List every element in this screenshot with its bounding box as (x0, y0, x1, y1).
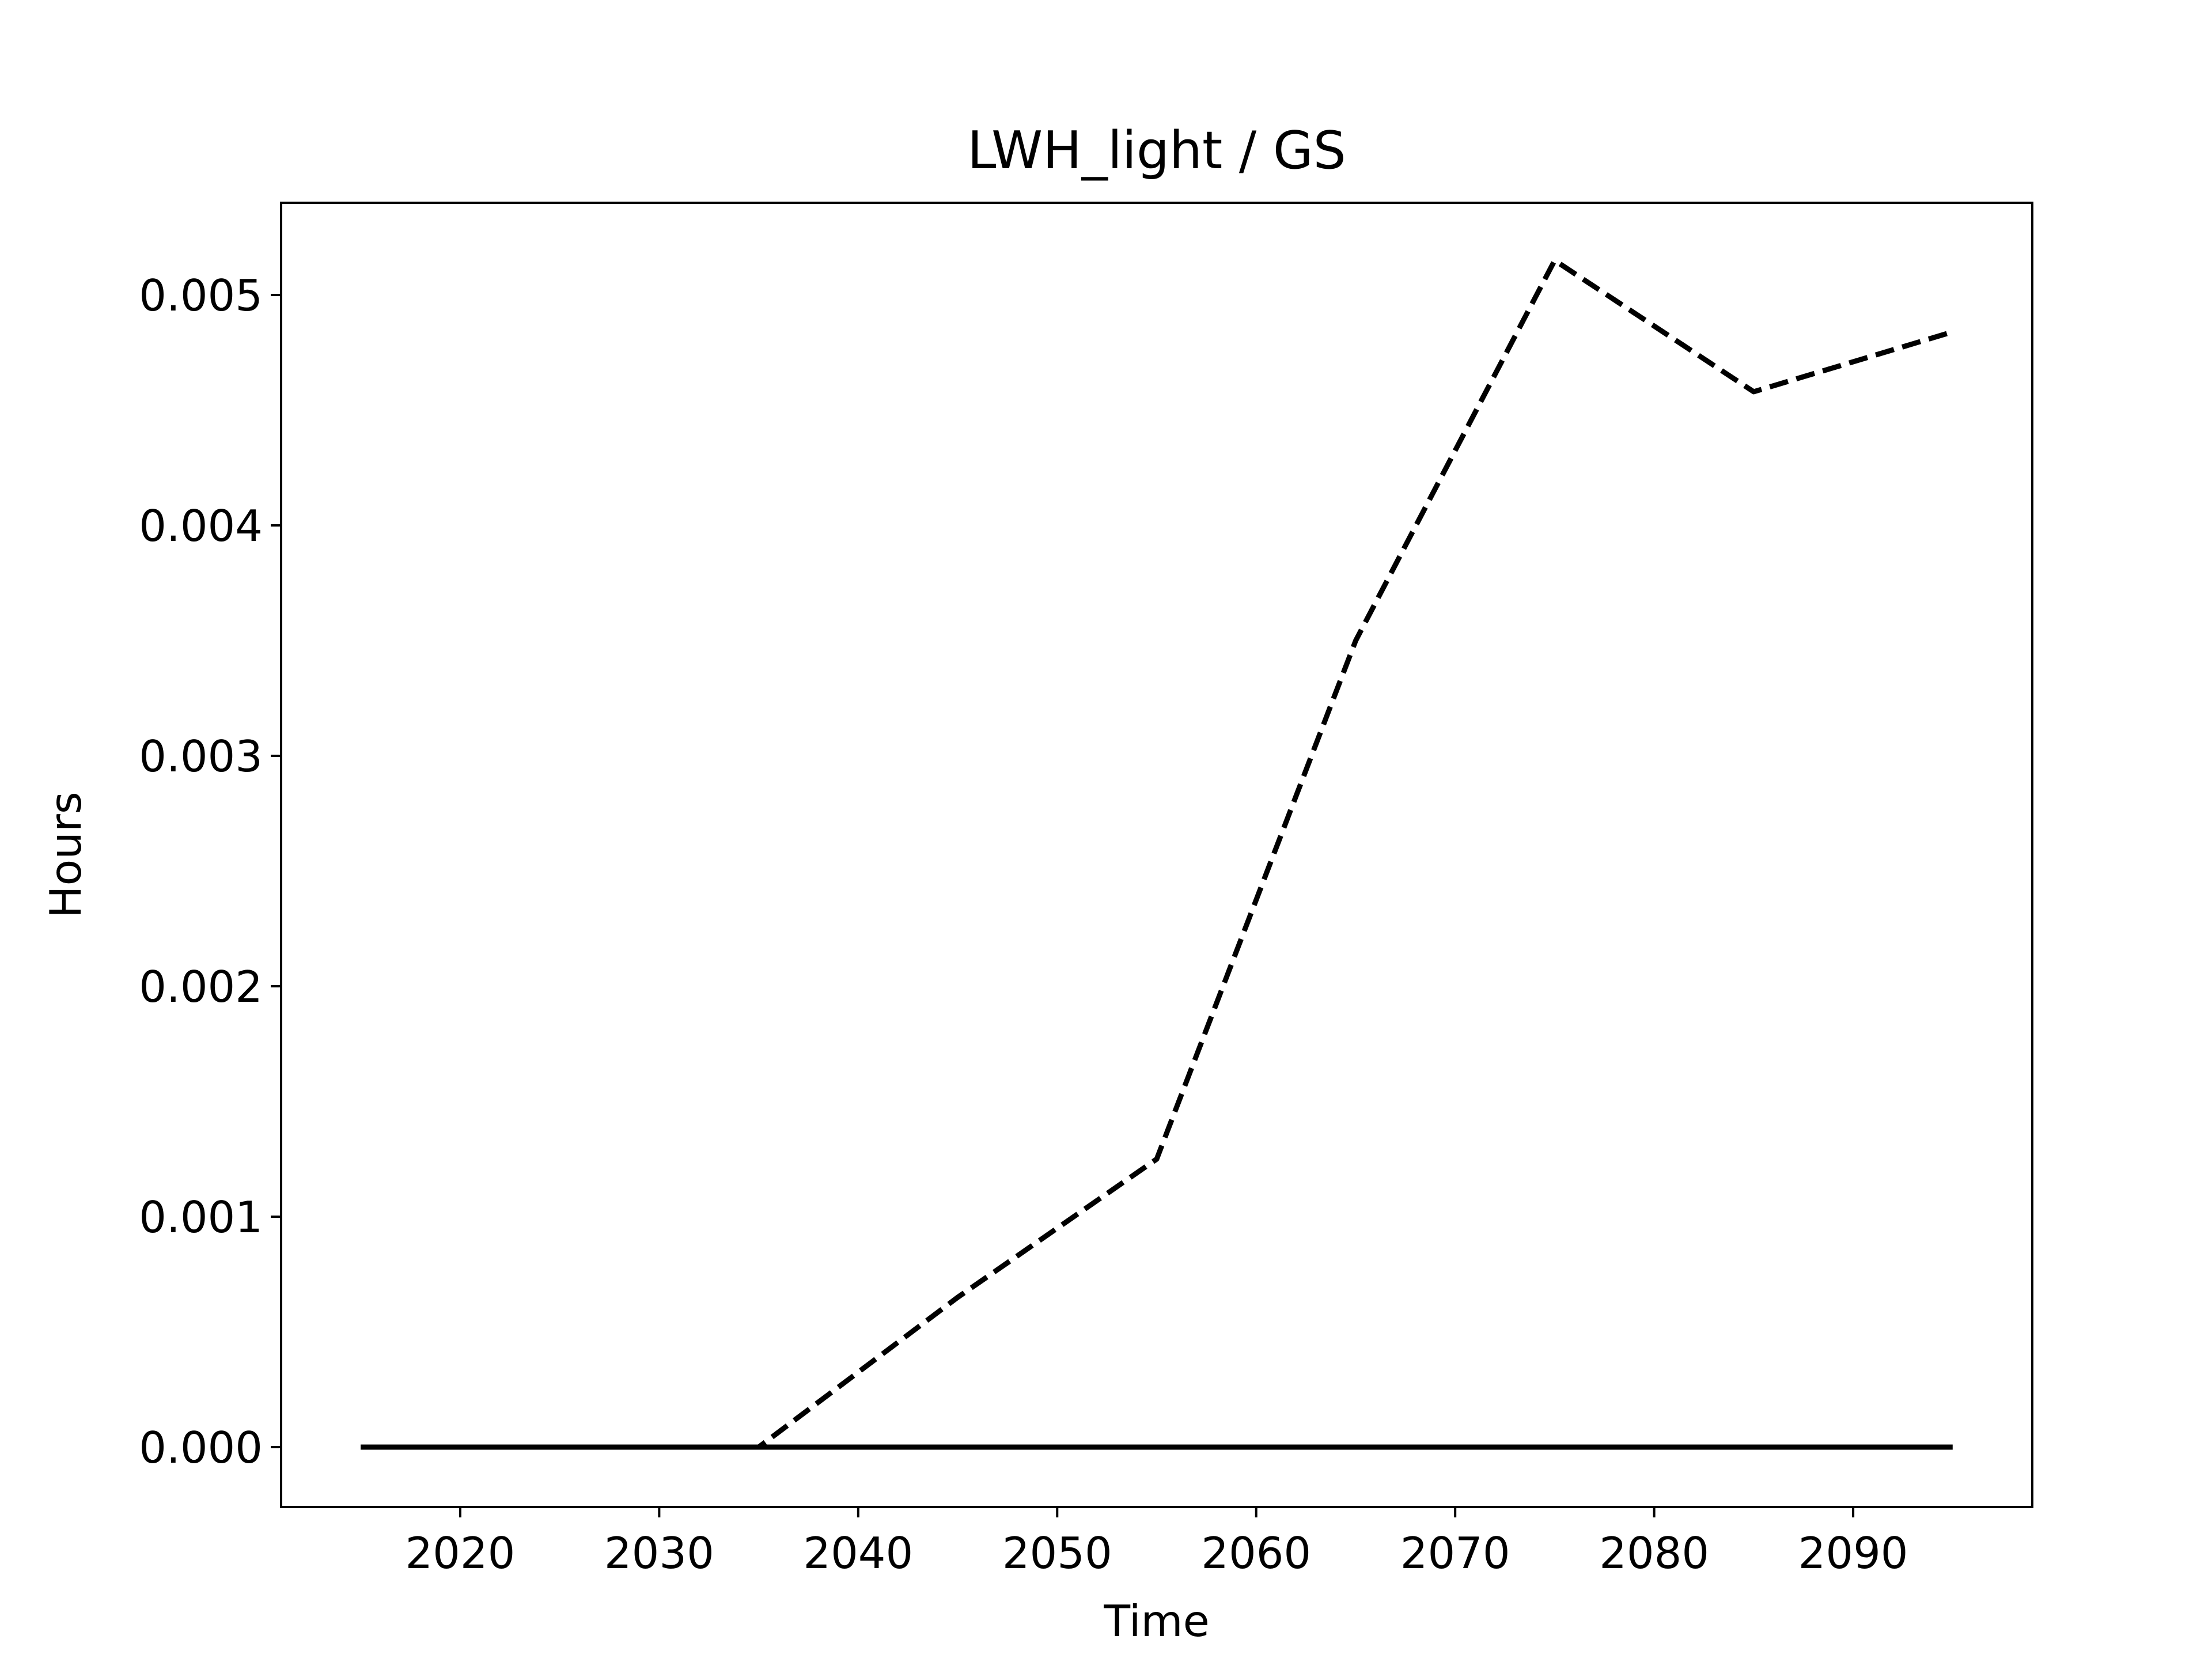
chart-title: LWH_light / GS (967, 120, 1346, 181)
x-tick-label: 2020 (405, 1528, 515, 1578)
y-axis-label: Hours (40, 792, 91, 918)
y-tick-label: 0.000 (139, 1422, 263, 1473)
y-tick-label: 0.005 (139, 270, 263, 321)
y-tick-label: 0.003 (139, 731, 263, 782)
x-tick-label: 2090 (1798, 1528, 1908, 1578)
x-tick-label: 2050 (1002, 1528, 1112, 1578)
y-axis-ticks: 0.000 0.001 0.002 0.003 0.004 0.005 (139, 270, 281, 1473)
x-tick-label: 2030 (604, 1528, 714, 1578)
series-layer (361, 258, 1954, 1450)
x-tick-label: 2080 (1599, 1528, 1709, 1578)
x-axis-label: Time (1103, 1596, 1210, 1646)
x-axis-ticks: 2020 2030 2040 2050 2060 2070 2080 2090 (405, 1507, 1908, 1578)
x-tick-label: 2040 (803, 1528, 913, 1578)
x-tick-label: 2070 (1400, 1528, 1510, 1578)
y-tick-label: 0.004 (139, 501, 263, 551)
y-tick-label: 0.001 (139, 1192, 263, 1243)
plot-area-frame (280, 202, 2033, 1508)
y-tick-label: 0.002 (139, 961, 263, 1012)
x-tick-label: 2060 (1201, 1528, 1311, 1578)
